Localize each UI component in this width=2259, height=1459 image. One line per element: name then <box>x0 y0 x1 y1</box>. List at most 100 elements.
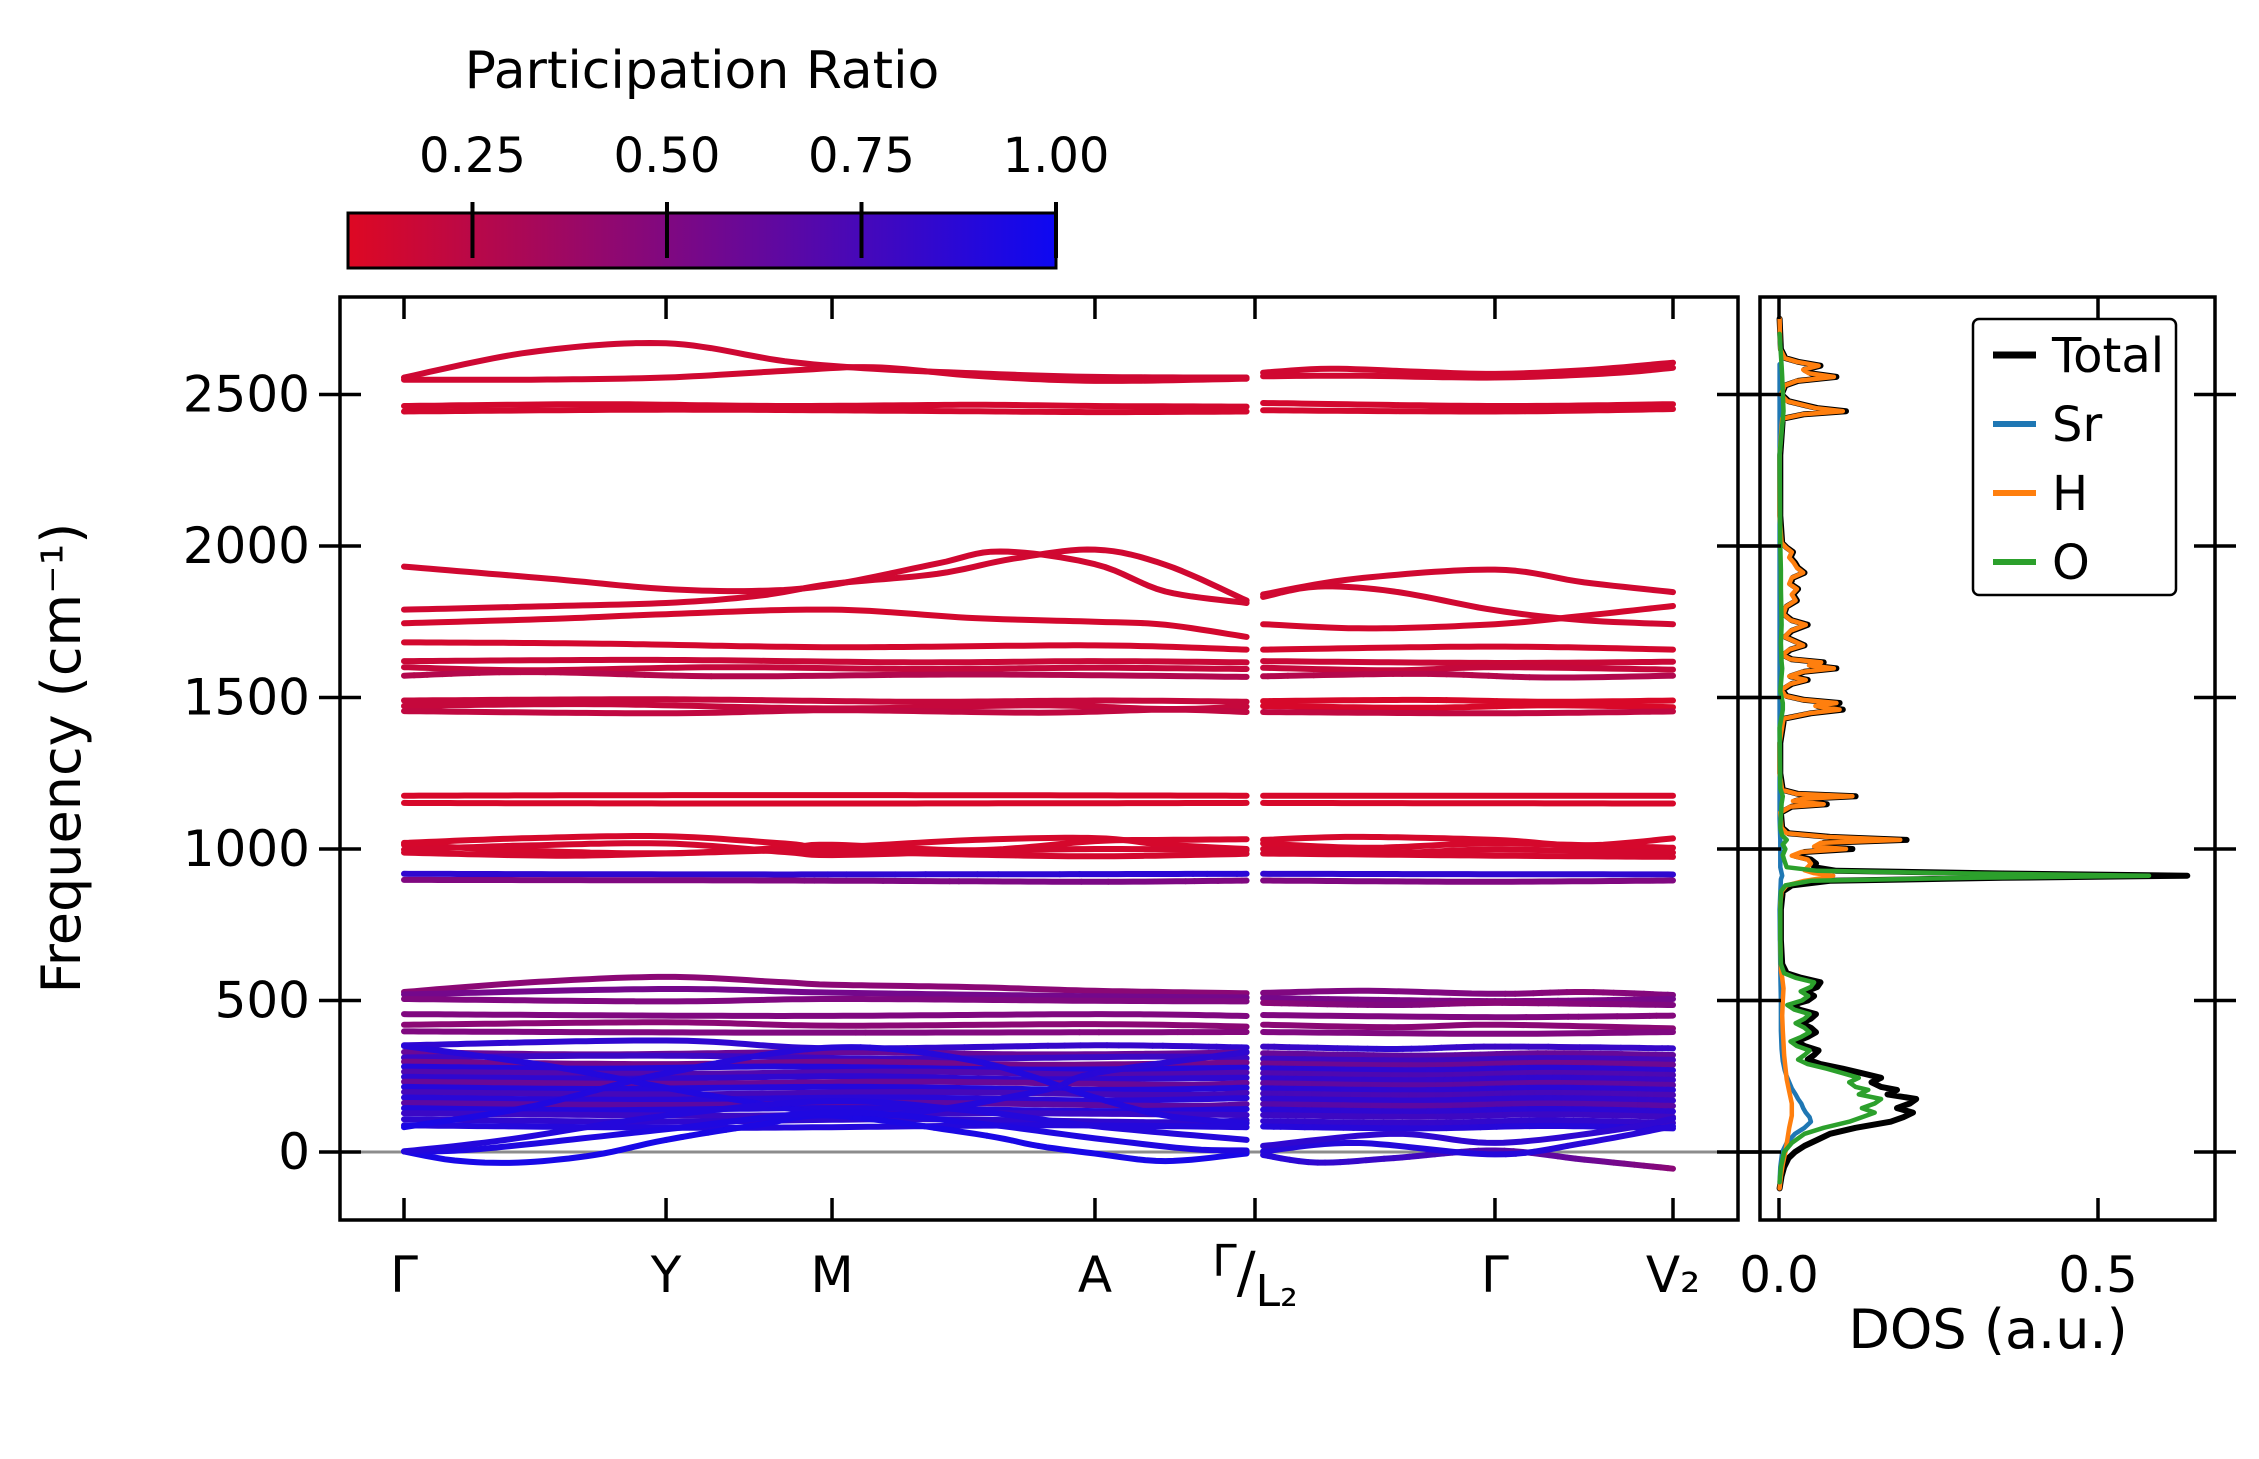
phonon-band <box>711 675 1246 677</box>
y-axis-label: Frequency (cm⁻¹) <box>30 523 93 994</box>
colorbar-tick-label: 0.75 <box>808 128 915 184</box>
y-tick-label: 1000 <box>183 820 310 878</box>
plot-mark: / <box>1237 1241 1256 1306</box>
phonon-band <box>1497 705 1673 707</box>
phonon-band <box>429 1049 455 1052</box>
dos-axis-tick-labels: 0.0 0.5 <box>1739 1246 2138 1304</box>
legend-label-sr: Sr <box>2052 397 2102 453</box>
phonon-band <box>1263 647 1673 650</box>
legend-label-h: H <box>2052 466 2088 522</box>
phonon-band <box>1263 661 1673 663</box>
phonon-band <box>1564 1126 1593 1127</box>
phonon-band <box>479 672 499 673</box>
phonon-band <box>1263 711 1673 713</box>
phonon-band <box>807 1047 861 1049</box>
phonon-band <box>404 404 1247 406</box>
phonon-band <box>404 552 1247 604</box>
phonon-band <box>404 1056 1247 1059</box>
phonon-band <box>1446 700 1496 701</box>
phonon-band <box>1263 1025 1673 1029</box>
phonon-band <box>1137 1064 1158 1067</box>
phonon-band <box>404 1022 1247 1026</box>
phonon-band <box>404 1041 832 1049</box>
phonon-band <box>1263 586 1673 624</box>
dos-panel: 0.0 0.5 DOS (a.u.) Total Sr H O <box>1739 297 2236 1361</box>
y-tick-label: 1500 <box>183 669 310 727</box>
dos-x-axis-label: DOS (a.u.) <box>1848 1298 2127 1361</box>
phonon-band <box>465 1054 485 1057</box>
phonon-band <box>404 642 1247 649</box>
phonon-band <box>964 1047 993 1048</box>
phonon-band <box>1263 606 1673 628</box>
phonon-band <box>1235 1052 1247 1054</box>
colorbar-tick-label: 0.50 <box>614 128 721 184</box>
phonon-band <box>404 1087 1247 1090</box>
phonon-band <box>404 610 1247 637</box>
colorbar-tick-label: 1.00 <box>1003 128 1110 184</box>
phonon-band <box>1622 1064 1648 1065</box>
phonon-band <box>1263 803 1673 804</box>
colorbar-title: Participation Ratio <box>465 41 940 101</box>
phonon-band <box>1263 1098 1546 1100</box>
x-tick-label: Y <box>650 1246 682 1304</box>
dos-x-tick-label: 0.0 <box>1739 1246 1819 1304</box>
phonon-band <box>1263 667 1673 670</box>
phonon-band <box>1328 999 1357 1000</box>
legend-label-o: O <box>2052 535 2090 591</box>
phonon-band <box>404 660 1247 663</box>
phonon-band <box>601 674 627 675</box>
phonon-band <box>404 1014 1247 1016</box>
phonon-band <box>1263 570 1673 595</box>
colorbar-tick-label: 0.25 <box>419 128 526 184</box>
phonon-band <box>404 1076 1247 1079</box>
phonon-band <box>1593 1054 1622 1055</box>
phonon-band <box>404 410 1247 413</box>
phonon-band <box>1263 991 1505 994</box>
phonon-band <box>1263 881 1673 882</box>
phonon-band <box>404 367 1247 381</box>
dos-legend: Total Sr H O <box>1973 319 2176 595</box>
phonon-band <box>404 1119 1247 1122</box>
phonon-band <box>1190 1057 1210 1060</box>
legend-label-total: Total <box>2051 328 2164 384</box>
phonon-band <box>1446 706 1496 707</box>
dos-x-tick-label: 0.5 <box>2058 1246 2138 1304</box>
phonon-band <box>1263 700 1438 701</box>
x-tick-label: M <box>810 1246 853 1304</box>
y-tick-label: 500 <box>215 972 310 1030</box>
phonon-band <box>1263 409 1673 412</box>
colorbar: Participation Ratio 0.25 0.50 0.75 1.00 <box>348 41 1109 268</box>
phonon-band <box>1505 1073 1530 1074</box>
phonon-band <box>561 672 585 673</box>
x-tick-label: Γ/L₂ <box>1212 1236 1298 1317</box>
phonon-band <box>404 880 805 881</box>
phonon-band <box>404 999 1247 1001</box>
phonon-band <box>1446 1128 1472 1129</box>
phonon-band <box>1263 1015 1526 1017</box>
phonon-band <box>404 795 1247 796</box>
band-lines <box>341 343 1737 1169</box>
phonon-band <box>917 1048 946 1049</box>
colorbar-gradient-bar <box>348 213 1056 268</box>
phonon-band <box>404 1031 856 1032</box>
phonon-band <box>404 874 828 875</box>
phonon-band <box>897 1050 924 1053</box>
phonon-band <box>1497 701 1673 702</box>
phonon-band <box>1169 1059 1190 1062</box>
plot-mark: L₂ <box>1256 1266 1298 1317</box>
x-tick-label: Γ <box>1481 1246 1509 1304</box>
phonon-band <box>1668 1168 1673 1169</box>
phonon-band <box>404 803 1247 804</box>
y-tick-label: 2000 <box>183 517 310 575</box>
x-tick-label: Γ <box>390 1246 418 1304</box>
phonon-band <box>1263 854 1673 857</box>
plot-mark: Γ <box>1212 1236 1237 1287</box>
phonon-band <box>1012 1141 1038 1146</box>
phonon-band <box>1546 676 1673 678</box>
phonon-band <box>404 1092 1247 1095</box>
phonon-band <box>1288 675 1314 676</box>
phonon-band <box>987 1136 1012 1141</box>
